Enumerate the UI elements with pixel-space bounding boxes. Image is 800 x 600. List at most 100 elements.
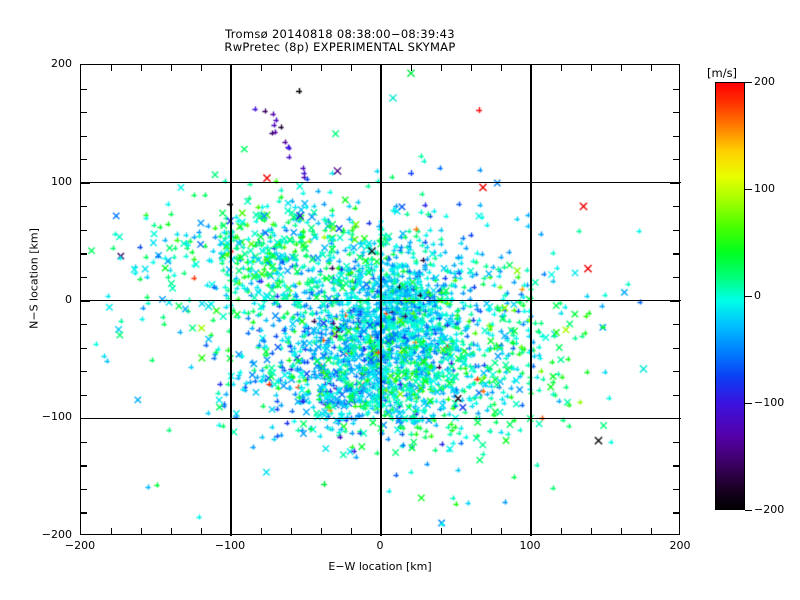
axis-tick bbox=[81, 182, 90, 184]
axis-tick bbox=[673, 488, 679, 491]
axis-tick bbox=[81, 276, 87, 279]
axis-tick bbox=[670, 182, 679, 184]
y-tick-label: −200 bbox=[41, 528, 72, 541]
colorbar-tick bbox=[745, 296, 752, 298]
axis-tick bbox=[621, 65, 623, 71]
colorbar-unit-label: [m/s] bbox=[707, 66, 738, 80]
axis-tick bbox=[81, 229, 87, 232]
colorbar-tick-label: −100 bbox=[754, 396, 785, 409]
axis-tick bbox=[673, 394, 679, 396]
plot-title-line-1: Tromsø 20140818 08:38:00−08:39:43 bbox=[225, 27, 455, 41]
axis-tick bbox=[561, 65, 563, 71]
axis-tick bbox=[81, 371, 87, 373]
scatter-plot-area bbox=[80, 64, 681, 536]
axis-tick bbox=[231, 525, 233, 534]
axis-tick bbox=[673, 229, 679, 232]
axis-tick bbox=[673, 465, 679, 467]
axis-tick bbox=[673, 347, 679, 349]
axis-tick bbox=[81, 206, 87, 208]
axis-tick bbox=[81, 253, 87, 255]
axis-tick bbox=[673, 159, 679, 161]
axis-tick bbox=[531, 65, 533, 74]
axis-tick bbox=[261, 528, 263, 534]
axis-tick bbox=[171, 528, 173, 534]
axis-tick bbox=[111, 528, 113, 534]
axis-tick bbox=[673, 324, 679, 326]
x-tick-label: −200 bbox=[64, 539, 96, 552]
axis-tick bbox=[81, 347, 87, 349]
axis-tick bbox=[673, 88, 679, 90]
axis-tick bbox=[141, 528, 143, 534]
plot-title-line-2: RwPretec (8p) EXPERIMENTAL SKYMAP bbox=[224, 40, 456, 54]
gridline-horizontal bbox=[81, 417, 681, 419]
axis-tick bbox=[673, 441, 679, 443]
axis-tick bbox=[673, 206, 679, 208]
axis-tick bbox=[81, 324, 87, 326]
axis-tick bbox=[471, 528, 473, 534]
axis-tick bbox=[673, 276, 679, 279]
axis-tick bbox=[81, 300, 90, 302]
axis-tick bbox=[321, 528, 323, 534]
colorbar-tick-label: 0 bbox=[754, 289, 761, 302]
x-axis-label: E−W location [km] bbox=[328, 560, 432, 573]
axis-tick bbox=[351, 65, 353, 71]
axis-tick bbox=[471, 65, 473, 71]
axis-tick bbox=[621, 528, 623, 534]
axis-tick bbox=[81, 112, 87, 114]
axis-tick bbox=[141, 65, 143, 71]
axis-tick bbox=[670, 300, 679, 302]
gridline-horizontal bbox=[81, 182, 681, 184]
axis-tick bbox=[81, 159, 87, 161]
axis-tick bbox=[651, 528, 653, 534]
x-tick-label: 200 bbox=[669, 539, 691, 552]
axis-tick bbox=[351, 528, 353, 534]
axis-tick bbox=[171, 65, 173, 71]
axis-tick bbox=[411, 528, 413, 534]
axis-tick bbox=[561, 528, 563, 534]
colorbar-tick bbox=[745, 82, 752, 84]
axis-tick bbox=[261, 65, 263, 71]
axis-tick bbox=[81, 418, 90, 420]
axis-tick bbox=[381, 525, 383, 534]
axis-tick bbox=[591, 65, 593, 71]
colorbar-tick bbox=[745, 510, 752, 512]
axis-tick bbox=[321, 65, 323, 71]
y-axis-label: N−S location [km] bbox=[27, 228, 41, 329]
axis-tick bbox=[673, 253, 679, 255]
axis-tick bbox=[81, 441, 87, 443]
axis-tick bbox=[291, 528, 293, 534]
axis-tick bbox=[291, 65, 293, 71]
axis-tick bbox=[111, 65, 113, 71]
colorbar-tick-label: −200 bbox=[754, 503, 785, 516]
axis-tick bbox=[651, 65, 653, 71]
axis-tick bbox=[673, 512, 679, 514]
axis-tick bbox=[81, 512, 87, 514]
axis-tick bbox=[673, 371, 679, 373]
x-tick-label: −100 bbox=[214, 539, 246, 552]
colorbar-tick-label: 200 bbox=[754, 75, 775, 88]
y-tick-label: −100 bbox=[41, 410, 72, 424]
gridline-horizontal bbox=[81, 299, 681, 302]
axis-tick bbox=[673, 135, 679, 137]
y-tick-label: 100 bbox=[51, 174, 72, 188]
x-tick-label: 100 bbox=[519, 539, 541, 552]
colorbar-tick bbox=[745, 189, 752, 191]
axis-tick bbox=[81, 88, 87, 90]
axis-tick bbox=[591, 528, 593, 534]
axis-tick bbox=[81, 135, 87, 137]
axis-tick bbox=[231, 65, 233, 74]
axis-tick bbox=[673, 112, 679, 114]
axis-tick bbox=[411, 65, 413, 71]
axis-tick bbox=[441, 528, 443, 534]
axis-tick bbox=[81, 488, 87, 491]
colorbar-tick bbox=[745, 403, 752, 405]
axis-tick bbox=[201, 65, 203, 71]
axis-tick bbox=[81, 465, 87, 467]
axis-tick bbox=[670, 418, 679, 420]
y-tick-label: 200 bbox=[51, 57, 72, 70]
axis-tick bbox=[381, 65, 383, 74]
axis-tick bbox=[81, 394, 87, 396]
axis-tick bbox=[501, 528, 503, 534]
colorbar-tick-label: 100 bbox=[754, 182, 775, 195]
x-tick-label: 0 bbox=[376, 539, 384, 552]
